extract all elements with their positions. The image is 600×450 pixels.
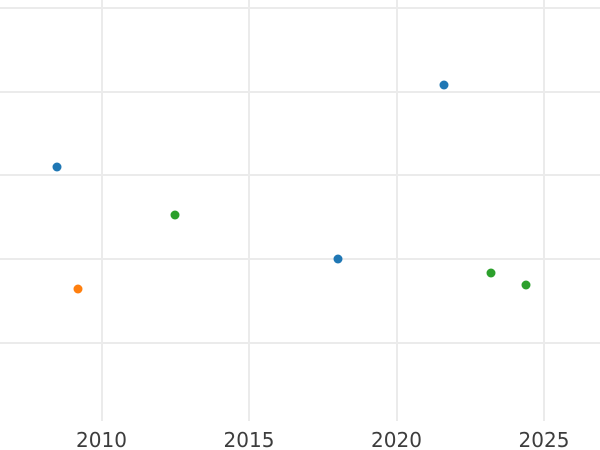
- data-point-series-green: [486, 268, 496, 278]
- vertical-gridline: [543, 0, 545, 421]
- x-tick-label-2025: 2025: [518, 428, 570, 450]
- x-tick-label-2020: 2020: [371, 428, 422, 450]
- horizontal-gridline: [0, 90, 600, 93]
- horizontal-gridline: [0, 257, 600, 260]
- vertical-gridline: [248, 0, 250, 421]
- x-tick-label-2010: 2010: [76, 428, 127, 450]
- vertical-gridline: [395, 0, 398, 421]
- horizontal-gridline: [0, 341, 600, 344]
- data-point-series-green: [521, 280, 531, 290]
- horizontal-gridline: [0, 174, 600, 177]
- data-point-series-blue: [333, 254, 342, 264]
- horizontal-gridline: [0, 7, 600, 10]
- vertical-gridline: [100, 0, 103, 421]
- data-point-series-orange: [73, 284, 83, 294]
- data-point-series-blue: [52, 162, 62, 172]
- data-point-series-green: [170, 210, 180, 220]
- data-point-series-blue: [439, 80, 449, 90]
- x-tick-label-2015: 2015: [223, 428, 275, 450]
